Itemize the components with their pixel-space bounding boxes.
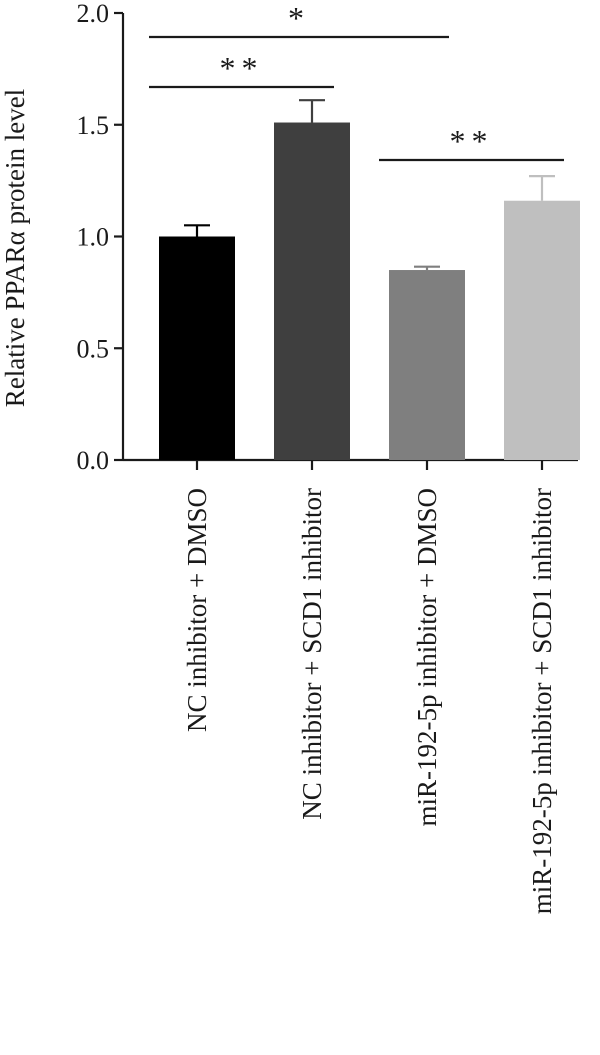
y-tick-label: 2.0 xyxy=(77,0,110,28)
significance-label: ** xyxy=(450,123,494,159)
y-axis-label: Relative PPARα protein level xyxy=(0,89,30,407)
x-tick-label: miR-192-5p inhibitor + DMSO xyxy=(412,488,442,827)
y-tick-label: 1.5 xyxy=(77,111,110,140)
bars xyxy=(159,99,580,461)
significance-label: * xyxy=(288,0,310,36)
axes: 0.0 0.5 1.0 1.5 2.0 NC inhibitor + DMSO NC inh… xyxy=(77,0,578,914)
bar xyxy=(389,270,465,460)
y-tick-label: 0.0 xyxy=(77,446,110,475)
x-tick-label: NC inhibitor + SCD1 inhibitor xyxy=(297,488,327,820)
y-tick-label: 0.5 xyxy=(77,334,110,363)
significance-annotations: ***** xyxy=(149,0,564,162)
significance-label: ** xyxy=(220,50,264,86)
x-tick-label: miR-192-5p inhibitor + SCD1 inhibitor xyxy=(527,488,557,914)
bar xyxy=(274,122,350,460)
bar xyxy=(159,236,235,460)
bar xyxy=(504,200,580,461)
x-tick-label: NC inhibitor + DMSO xyxy=(182,488,212,732)
y-tick-label: 1.0 xyxy=(77,223,110,252)
